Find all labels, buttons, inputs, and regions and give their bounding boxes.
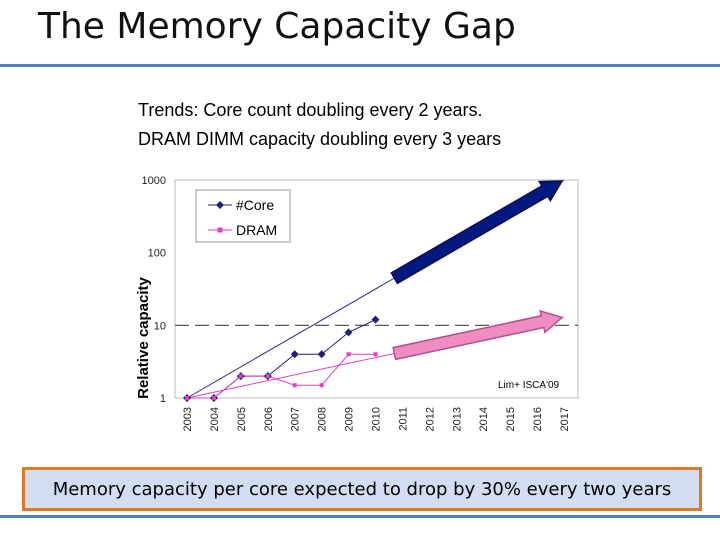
y-axis-label: Relative capacity bbox=[135, 276, 152, 398]
trend-line-1: Trends: Core count doubling every 2 year… bbox=[138, 100, 483, 120]
x-tick-label: 2007 bbox=[290, 407, 302, 431]
y-tick-label: 1000 bbox=[142, 175, 166, 187]
core-point bbox=[344, 328, 353, 337]
x-tick-label: 2008 bbox=[317, 407, 329, 431]
legend-dram-label: DRAM bbox=[236, 222, 277, 238]
y-tick-label: 100 bbox=[148, 248, 166, 260]
plot-area bbox=[174, 179, 579, 399]
dram-point bbox=[238, 374, 243, 379]
slide-title: The Memory Capacity Gap bbox=[38, 6, 516, 47]
dram-point bbox=[373, 352, 378, 357]
dram-point bbox=[319, 383, 324, 388]
dram-point bbox=[292, 383, 297, 388]
core-point bbox=[371, 315, 380, 324]
dram-projection-arrow bbox=[392, 309, 564, 361]
x-tick-label: 2004 bbox=[209, 407, 221, 431]
x-tick-label: 2016 bbox=[532, 407, 544, 431]
footer-divider bbox=[0, 515, 720, 518]
x-tick-label: 2011 bbox=[397, 407, 409, 431]
title-divider bbox=[0, 64, 720, 67]
x-tick-label: 2013 bbox=[451, 407, 463, 431]
core-projection-arrow bbox=[390, 180, 564, 285]
footer-text: Memory capacity per core expected to dro… bbox=[52, 478, 672, 500]
trend-line-2: DRAM DIMM capacity doubling every 3 year… bbox=[138, 129, 502, 149]
x-tick-label: 2009 bbox=[344, 407, 356, 431]
x-tick-label: 2010 bbox=[371, 407, 383, 431]
core-point bbox=[317, 350, 326, 359]
x-tick-label: 2014 bbox=[478, 407, 490, 431]
x-tick-label: 2017 bbox=[559, 407, 571, 431]
x-tick-label: 2015 bbox=[505, 407, 517, 431]
legend: #Core DRAM bbox=[195, 189, 291, 243]
legend-dram-marker bbox=[217, 227, 223, 233]
legend-core-label: #Core bbox=[236, 197, 274, 213]
core-point bbox=[290, 350, 299, 359]
x-tick-label: 2003 bbox=[182, 407, 194, 431]
dram-point bbox=[265, 374, 270, 379]
citation-annotation: Lim+ ISCA'09 bbox=[498, 380, 560, 391]
legend-core-marker bbox=[216, 201, 224, 209]
dram-point bbox=[185, 396, 189, 400]
footer-callout: Memory capacity per core expected to dro… bbox=[22, 467, 702, 511]
dram-point bbox=[346, 352, 351, 357]
series-line-dram bbox=[187, 353, 376, 399]
y-tick-label: 10 bbox=[154, 320, 166, 332]
x-tick-label: 2005 bbox=[236, 407, 248, 431]
x-tick-label: 2012 bbox=[424, 407, 436, 431]
dram-point bbox=[211, 396, 216, 400]
y-tick-label: 1 bbox=[160, 393, 166, 405]
x-tick-label: 2006 bbox=[263, 407, 275, 431]
